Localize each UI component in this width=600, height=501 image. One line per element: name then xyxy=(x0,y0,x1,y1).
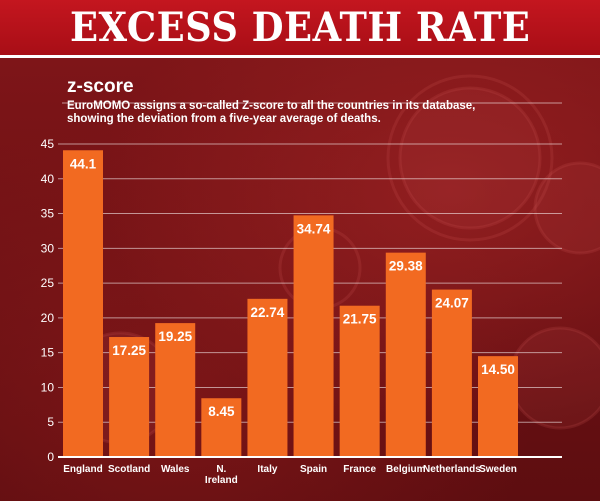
category-label-7: Belgium xyxy=(386,464,426,475)
category-label-6: France xyxy=(343,464,376,475)
chart-subtitle-line-2: showing the deviation from a five-year a… xyxy=(67,113,381,125)
y-tick-label-0: 0 xyxy=(47,450,54,464)
chart-title: z-score xyxy=(67,76,134,97)
category-label-0: England xyxy=(63,464,102,475)
category-label-1: Scotland xyxy=(108,464,150,475)
y-tick-label-30: 30 xyxy=(41,241,55,255)
bar-sweden xyxy=(478,356,518,457)
bar-spain xyxy=(293,215,334,457)
category-label-8: Netherlands xyxy=(423,464,481,475)
bar-chart: z-score EuroMOMO assigns a so-called Z-s… xyxy=(41,74,600,486)
category-labels: England Scotland Wales N. Ireland Italy Spain F… xyxy=(63,464,517,486)
bar-n-ireland xyxy=(201,398,242,457)
bar-england xyxy=(63,150,103,457)
y-tick-label-45: 45 xyxy=(41,137,55,151)
y-tick-label-10: 10 xyxy=(41,380,55,394)
title-banner: EXCESS DEATH RATE xyxy=(0,0,600,58)
y-tick-label-15: 15 xyxy=(41,346,55,360)
value-label-6: 21.75 xyxy=(343,312,377,327)
bar-france xyxy=(339,305,380,457)
y-axis-ticks: 0 5 10 15 20 25 30 35 40 45 xyxy=(41,137,55,464)
bar-belgium xyxy=(385,252,426,457)
value-labels: 44.1 17.25 19.25 8.45 22.74 34.74 21.75 29.38 24… xyxy=(70,156,515,419)
value-label-1: 17.25 xyxy=(112,343,146,358)
category-label-4: Italy xyxy=(257,464,277,475)
y-tick-label-35: 35 xyxy=(41,207,55,221)
value-label-8: 24.07 xyxy=(435,296,469,311)
category-label-9: Sweden xyxy=(479,464,517,475)
value-label-4: 22.74 xyxy=(251,305,285,320)
value-label-5: 34.74 xyxy=(297,221,331,236)
category-label-5: Spain xyxy=(300,464,327,475)
value-label-7: 29.38 xyxy=(389,259,423,274)
bar-scotland xyxy=(109,337,150,457)
bars xyxy=(63,150,518,457)
y-tick-label-40: 40 xyxy=(41,172,55,186)
value-label-0: 44.1 xyxy=(70,156,97,171)
bar-italy xyxy=(247,298,288,457)
category-label-2: Wales xyxy=(161,464,190,475)
y-tick-label-20: 20 xyxy=(41,311,55,325)
value-label-3: 8.45 xyxy=(208,404,235,419)
category-label-3: N. Ireland xyxy=(205,464,238,486)
value-label-2: 19.25 xyxy=(158,329,192,344)
y-tick-label-25: 25 xyxy=(41,276,55,290)
banner-title: EXCESS DEATH RATE xyxy=(69,3,531,51)
chart-subtitle-line-1: EuroMOMO assigns a so-called Z-score to … xyxy=(67,100,475,112)
bar-netherlands xyxy=(431,289,472,457)
y-tick-label-5: 5 xyxy=(47,415,54,429)
value-label-9: 14.50 xyxy=(481,362,515,377)
bar-wales xyxy=(155,323,196,457)
